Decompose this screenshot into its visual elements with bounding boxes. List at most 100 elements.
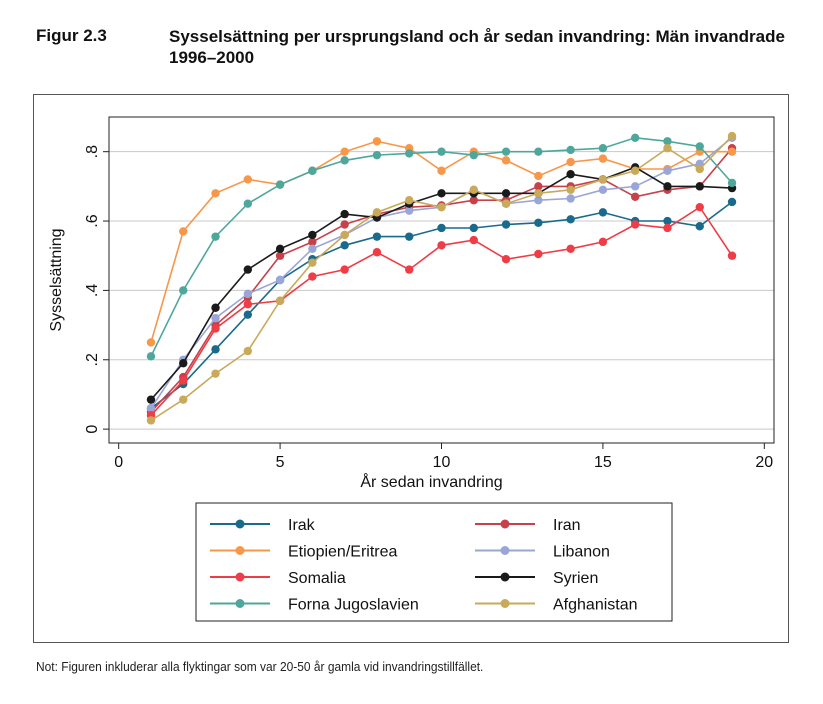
data-point [598,154,608,163]
data-point [501,199,511,208]
data-point [501,220,511,229]
data-point [275,296,285,306]
legend-box [195,502,673,622]
data-point [534,196,543,205]
legend-item: Libanon [475,544,610,561]
series-forna-jugoslavien [146,133,737,361]
series-afghanistan [146,131,737,425]
legend-swatch-marker [500,572,510,582]
data-point [340,230,349,240]
data-point [566,194,575,203]
series-line [150,137,733,409]
series-irak [146,197,737,413]
series-lines [146,131,737,425]
data-point [243,289,253,299]
data-point [566,157,575,167]
data-point [340,209,349,219]
series-somalia [146,202,737,420]
x-tick-label: 10 [433,454,451,471]
legend-swatch-marker [235,546,245,555]
data-point [566,215,575,224]
series-syrien [146,163,737,404]
line-chart: 0 .2 .4 .6 .8 0 5 10 15 20 Sysselsättning År seda… [48,116,775,622]
data-point [308,230,317,240]
series-line [150,135,733,422]
data-point [501,189,511,198]
data-point [405,265,414,274]
data-point [598,237,608,247]
data-point [243,346,253,356]
data-point [469,150,478,160]
data-point [211,369,220,378]
data-point [372,248,382,257]
x-tick-label: 15 [594,454,612,471]
legend-label: Libanon [553,544,610,561]
legend-item: Iran [475,517,581,534]
data-point [211,324,220,333]
data-point [534,218,543,227]
figure-note: Not: Figuren inkluderar alla flyktingar … [36,659,484,674]
data-point [405,196,414,205]
data-point [534,189,543,198]
legend-label: Iran [553,517,581,534]
data-point [630,182,640,191]
data-point [695,182,704,191]
data-point [695,222,704,231]
data-point [630,166,640,175]
legend-swatch-marker [500,546,510,555]
x-tick-label: 5 [276,454,285,471]
legend-item: Etiopien/Eritrea [210,544,397,561]
data-point [630,192,640,201]
legend-item: Irak [210,517,316,534]
data-point [469,185,478,195]
data-point [727,197,737,207]
y-tick-label: .6 [84,214,101,227]
data-point [469,196,478,205]
data-point [211,232,220,241]
data-point [211,345,220,354]
data-point [534,147,543,156]
axes: 0 .2 .4 .6 .8 0 5 10 15 20 [84,145,773,471]
x-tick-label: 0 [114,454,123,471]
data-point [566,145,575,155]
data-point [275,244,285,253]
data-point [308,244,317,253]
data-point [275,251,285,260]
data-point [437,189,446,198]
legend-item: Afghanistan [475,597,638,614]
x-axis-label: År sedan invandring [360,472,502,491]
data-point [308,258,317,267]
data-point [501,254,511,264]
data-point [501,147,511,156]
data-point [469,235,478,245]
data-point [695,202,704,212]
data-point [405,206,414,215]
data-point [146,352,156,361]
data-point [243,265,253,274]
legend-swatch-marker [235,599,245,608]
data-point [308,272,317,281]
legend-swatch-marker [235,572,245,582]
legend: Irak Iran Etiopien/Eritrea Libanon Somalia Sy… [195,502,673,622]
data-point [663,137,672,146]
y-tick-label: .8 [84,145,101,158]
y-tick-label: .4 [84,284,101,297]
data-point [598,144,608,153]
legend-swatch-marker [500,599,510,608]
data-point [566,244,575,253]
data-point [534,249,543,259]
data-point [340,147,349,156]
y-axis-label: Sysselsättning [48,228,65,331]
data-point [727,147,737,156]
legend-swatch-marker [500,519,510,529]
series-line [150,206,733,416]
data-point [437,202,446,212]
y-tick-label: 0 [84,425,101,434]
data-point [663,223,672,233]
data-point [437,147,446,156]
data-point [340,241,349,250]
legend-label: Forna Jugoslavien [288,597,419,614]
data-point [372,150,382,160]
data-point [146,416,156,425]
data-point [469,223,478,233]
